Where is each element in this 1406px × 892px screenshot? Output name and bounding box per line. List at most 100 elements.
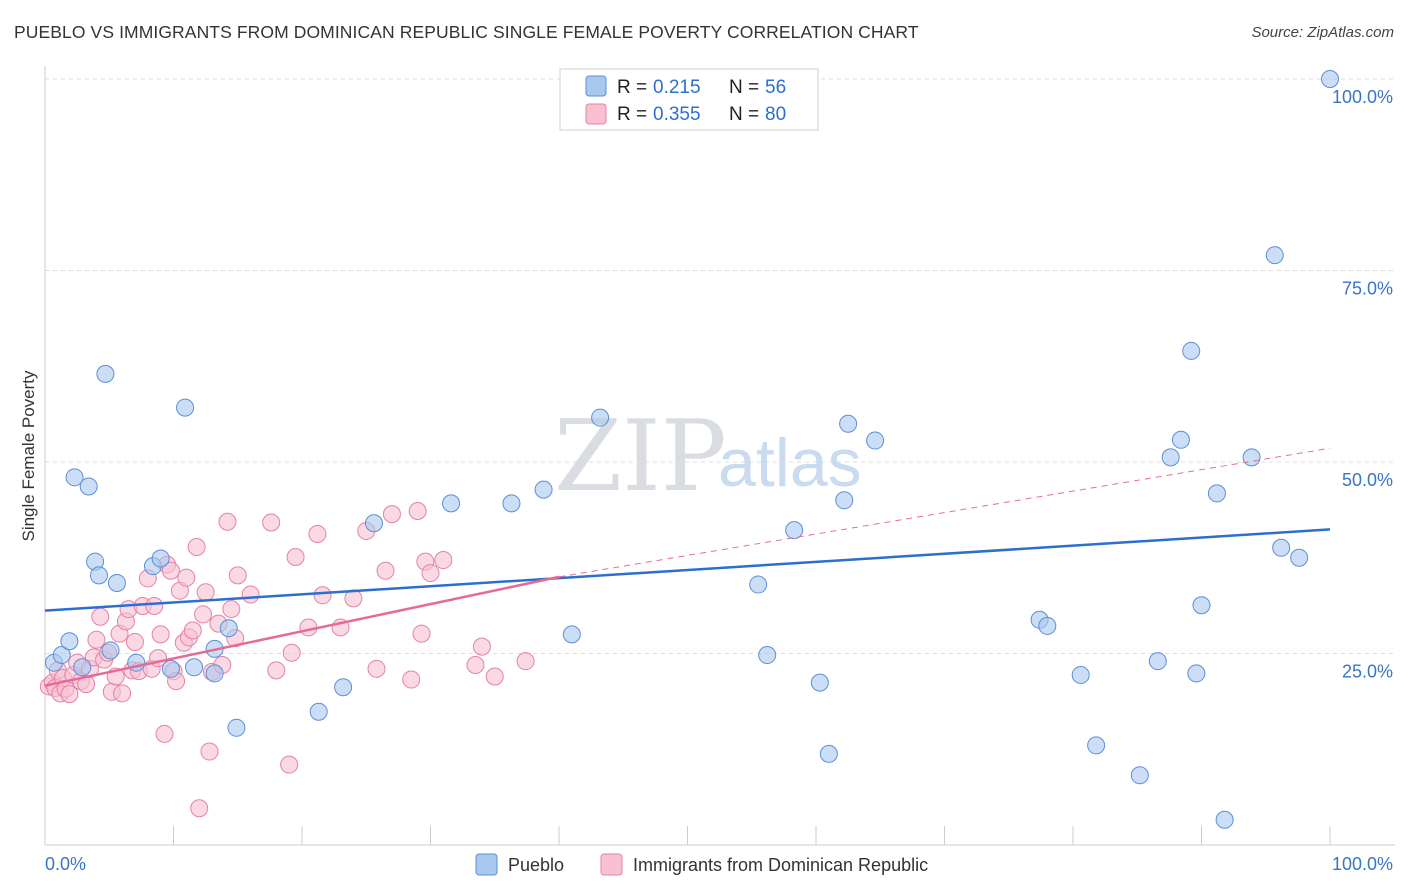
dominican-point <box>408 502 427 521</box>
dominican-point <box>200 742 219 761</box>
pueblo-point <box>1290 548 1309 567</box>
pueblo-point <box>1148 652 1167 671</box>
pueblo-point <box>866 431 885 450</box>
legend-swatch-pueblo <box>475 853 498 876</box>
pueblo-point <box>60 632 79 651</box>
dominican-point <box>91 607 110 626</box>
pueblo-point <box>89 566 108 585</box>
y-tick-label: 50.0% <box>1342 470 1393 490</box>
pueblo-point <box>1161 448 1180 467</box>
axes <box>44 66 1395 846</box>
dominican-point <box>87 630 106 649</box>
legend-n-value: 56 <box>765 77 786 98</box>
dominican-point <box>241 585 260 604</box>
dominican-point <box>282 643 301 662</box>
pueblo-point <box>151 549 170 568</box>
pueblo-point <box>65 468 84 487</box>
pueblo-point <box>835 491 854 510</box>
pueblo-point <box>1192 596 1211 615</box>
watermark-zip: ZIP <box>554 400 727 514</box>
pueblo-point <box>502 494 521 513</box>
source-label: Source: ZipAtlas.com <box>1251 24 1394 41</box>
y-tick-label: 25.0% <box>1342 662 1393 682</box>
pueblo-point <box>176 398 195 417</box>
legend-swatch-pueblo <box>585 75 607 97</box>
legend-n-label: N = <box>729 104 759 125</box>
pueblo-point <box>185 658 204 677</box>
dominican-point <box>190 799 209 818</box>
dominican-point <box>434 551 453 570</box>
y-axis-label: Single Female Poverty <box>19 370 38 542</box>
dominican-point <box>382 505 401 524</box>
pueblo-point <box>364 514 383 533</box>
pueblo-point <box>1182 341 1201 360</box>
dominican-point <box>286 547 305 566</box>
y-tick-label: 75.0% <box>1342 279 1393 299</box>
pueblo-point <box>1265 246 1284 265</box>
dominican-point <box>196 583 215 602</box>
trend-lines <box>44 447 1331 687</box>
dominican-point <box>485 667 504 686</box>
dominican-trend-extension <box>558 447 1331 578</box>
dominican-point <box>183 621 202 640</box>
pueblo-point <box>810 673 829 692</box>
pueblo-trend-line <box>44 528 1331 612</box>
pueblo-point <box>1242 448 1261 467</box>
dominican-point <box>472 637 491 656</box>
dominican-point <box>161 561 180 580</box>
dominican-point <box>367 659 386 678</box>
legend-n-label: N = <box>729 77 759 98</box>
dominican-point <box>222 600 241 619</box>
pueblo-point <box>758 646 777 665</box>
pueblo-point <box>839 414 858 433</box>
pueblo-point <box>749 575 768 594</box>
legend-top: R = 0.215 N = 56 R = 0.355 N = 80 <box>559 68 819 131</box>
dominican-point <box>313 586 332 605</box>
dominican-point <box>516 652 535 671</box>
pueblo-point <box>785 521 804 540</box>
pueblo-point <box>227 718 246 737</box>
pueblo-point <box>534 480 553 499</box>
dominican-point <box>376 561 395 580</box>
pueblo-point <box>591 408 610 427</box>
legend-bottom: Pueblo Immigrants from Dominican Republi… <box>475 853 928 876</box>
pueblo-point <box>1071 665 1090 684</box>
pueblo-point <box>96 364 115 383</box>
legend-r-label: R = <box>617 77 647 98</box>
pueblo-point <box>79 477 98 496</box>
dominican-point <box>60 685 79 704</box>
pueblo-point <box>819 744 838 763</box>
tick-labels: 25.0% 50.0% 75.0% 100.0% 0.0% 100.0% <box>45 87 1393 874</box>
dominican-point <box>187 538 206 557</box>
watermark-atlas: atlas <box>718 425 862 501</box>
dominican-point <box>145 597 164 616</box>
x-tick-label: 0.0% <box>45 854 86 874</box>
dominican-point <box>308 525 327 544</box>
pueblo-point <box>219 619 238 638</box>
dominican-trend-line <box>44 575 560 687</box>
legend-r-value: 0.355 <box>653 104 701 125</box>
pueblo-point <box>1171 430 1190 449</box>
legend-r-label: R = <box>617 104 647 125</box>
dominican-point <box>267 661 286 680</box>
legend-n-value: 80 <box>765 104 786 125</box>
pueblo-point <box>1038 616 1057 635</box>
dominican-point <box>177 568 196 587</box>
pueblo-point <box>1215 810 1234 829</box>
dominican-point <box>125 633 144 652</box>
dominican-point <box>194 605 213 624</box>
y-tick-label: 100.0% <box>1332 87 1393 107</box>
legend-label-dominican: Immigrants from Dominican Republic <box>633 855 928 875</box>
legend-swatch-dominican <box>585 103 607 125</box>
legend-swatch-dominican <box>600 853 623 876</box>
pueblo-point <box>52 646 71 665</box>
pueblo-point <box>1087 736 1106 755</box>
legend-label-pueblo: Pueblo <box>508 855 564 875</box>
dominican-point <box>466 655 485 674</box>
dominican-point <box>262 513 281 532</box>
pueblo-point <box>442 494 461 513</box>
pueblo-point <box>107 574 126 593</box>
dominican-point <box>155 724 174 743</box>
dominican-point <box>113 684 132 703</box>
